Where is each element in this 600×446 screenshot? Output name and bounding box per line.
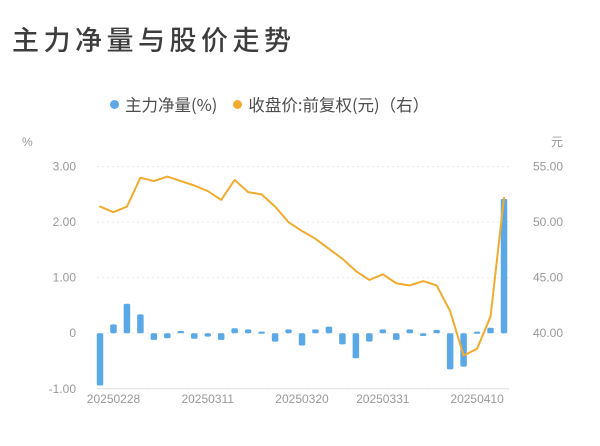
svg-text:20250331: 20250331 (356, 392, 410, 406)
svg-text:0: 0 (69, 326, 76, 340)
svg-text:20250311: 20250311 (181, 392, 234, 406)
svg-text:20250228: 20250228 (87, 392, 141, 406)
svg-text:45.00: 45.00 (533, 271, 563, 285)
svg-text:50.00: 50.00 (533, 215, 563, 229)
svg-text:3.00: 3.00 (53, 160, 77, 174)
svg-text:%: % (22, 135, 33, 149)
svg-text:2.00: 2.00 (53, 215, 77, 229)
svg-text:55.00: 55.00 (533, 160, 563, 174)
svg-text:40.00: 40.00 (533, 326, 563, 340)
svg-text:元: 元 (551, 135, 563, 149)
svg-text:20250410: 20250410 (450, 392, 504, 406)
svg-text:1.00: 1.00 (53, 271, 77, 285)
svg-text:-1.00: -1.00 (49, 382, 77, 396)
svg-text:20250320: 20250320 (275, 392, 329, 406)
